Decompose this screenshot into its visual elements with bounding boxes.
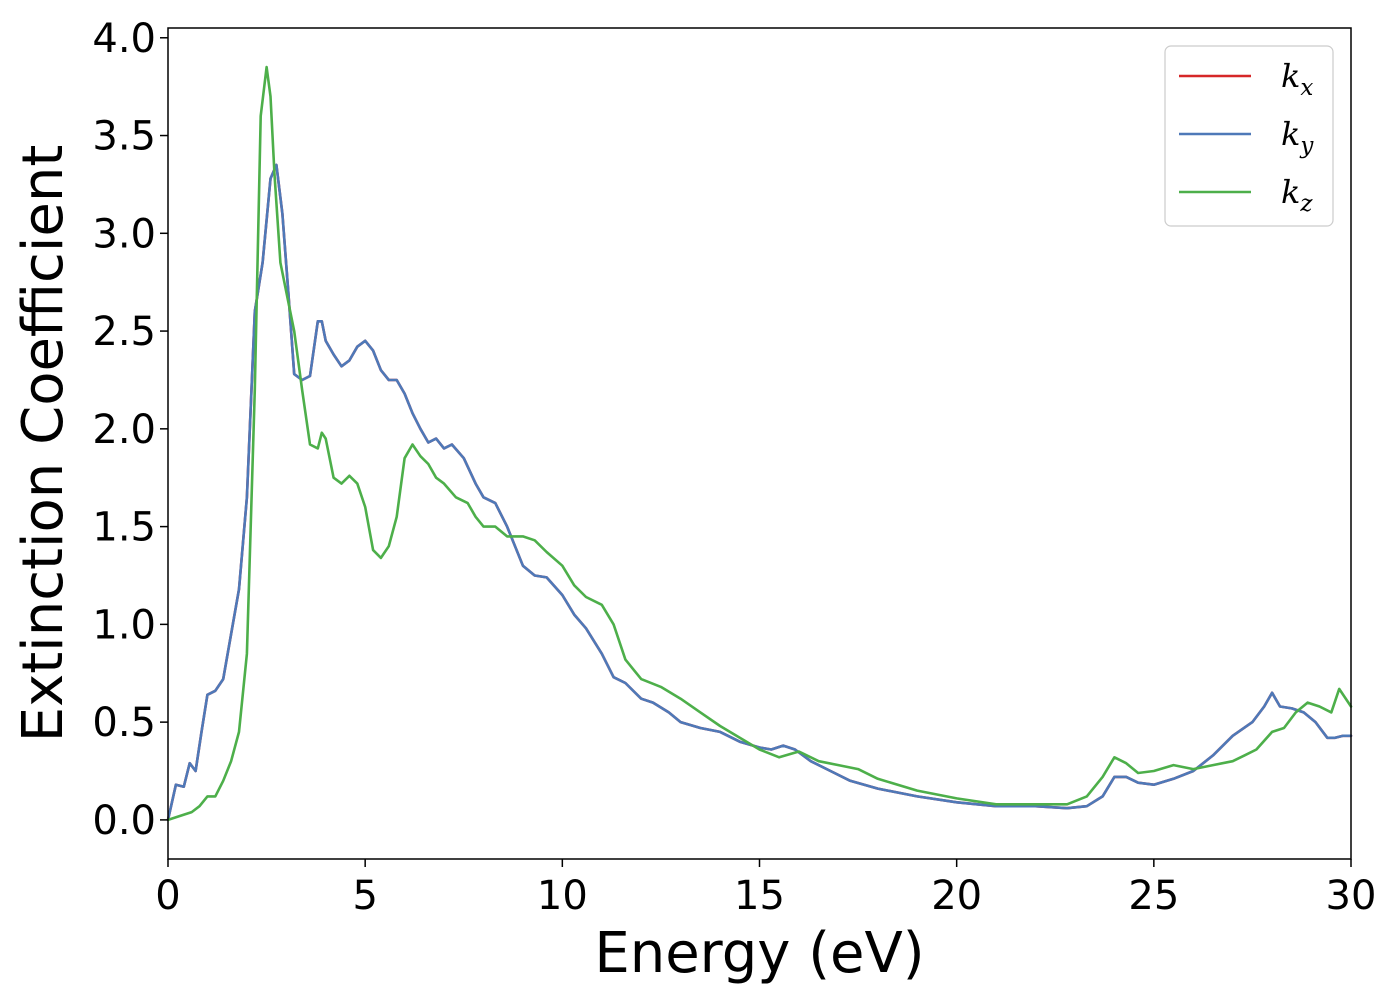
y-tick-label: 1.5 bbox=[92, 505, 156, 551]
legend-label-x: kx bbox=[1281, 57, 1313, 101]
y-tick-label: 3.0 bbox=[92, 211, 156, 257]
x-tick-label: 5 bbox=[352, 873, 377, 919]
x-tick-label: 30 bbox=[1326, 873, 1377, 919]
y-tick-label: 0.5 bbox=[92, 700, 156, 746]
x-tick-label: 25 bbox=[1128, 873, 1179, 919]
x-tick-label: 10 bbox=[537, 873, 588, 919]
legend: kx ky kz bbox=[1164, 45, 1334, 227]
y-tick-label: 4.0 bbox=[92, 16, 156, 62]
y-tick-label: 0.0 bbox=[92, 798, 156, 844]
series-line-y bbox=[166, 163, 1353, 822]
series-lines bbox=[166, 65, 1353, 822]
y-tick-label: 3.5 bbox=[92, 114, 156, 160]
y-axis-ticks: 0.0 0.5 1.0 1.5 2.0 2.5 3.0 3.5 4.0 bbox=[92, 16, 168, 844]
legend-label-z: kz bbox=[1281, 173, 1313, 217]
x-axis-ticks: 0 5 10 15 20 25 30 bbox=[155, 859, 1376, 919]
legend-box bbox=[1164, 45, 1334, 227]
y-tick-label: 2.0 bbox=[92, 407, 156, 453]
x-tick-label: 20 bbox=[931, 873, 982, 919]
y-tick-label: 2.5 bbox=[92, 309, 156, 355]
x-tick-label: 0 bbox=[155, 873, 180, 919]
y-axis-title: Extinction Coefficient bbox=[11, 145, 76, 743]
y-tick-label: 1.0 bbox=[92, 602, 156, 648]
x-axis-title: Energy (eV) bbox=[594, 921, 924, 986]
x-tick-label: 15 bbox=[734, 873, 785, 919]
series-line-z bbox=[166, 65, 1353, 822]
legend-label-y: ky bbox=[1281, 115, 1314, 159]
